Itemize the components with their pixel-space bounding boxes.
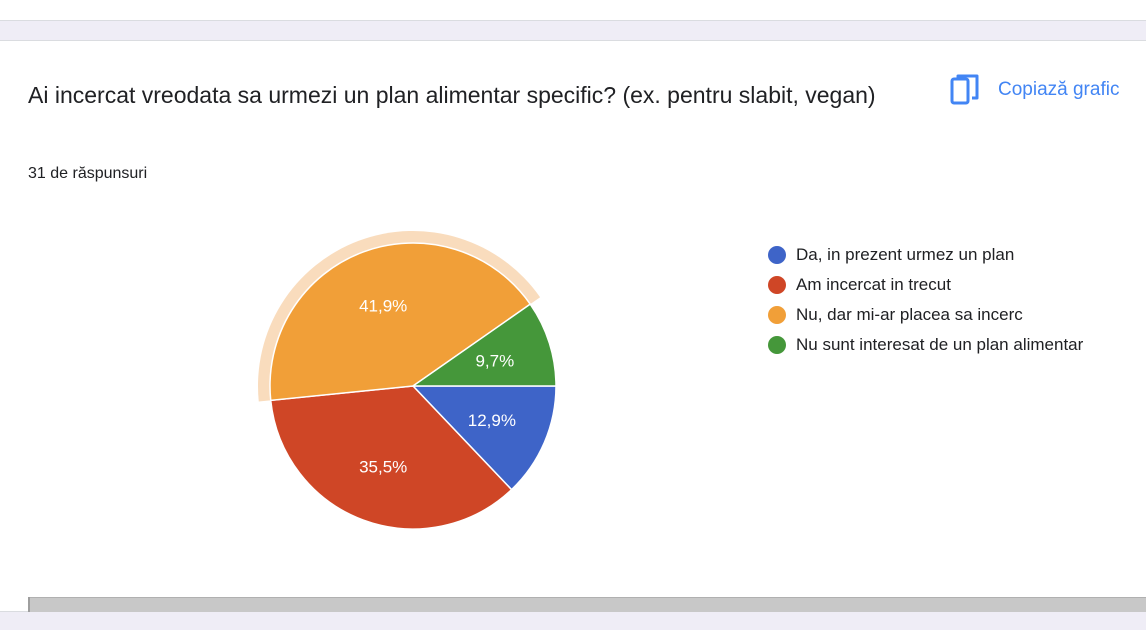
chart-legend: Da, in prezent urmez un plan Am incercat… — [768, 240, 1083, 360]
pie-slice[interactable] — [269, 242, 532, 402]
legend-label: Nu sunt interesat de un plan alimentar — [796, 335, 1084, 354]
legend-label: Da, in prezent urmez un plan — [796, 245, 1015, 264]
pie-slice[interactable] — [410, 303, 557, 387]
pie-slice-label: 41,9% — [359, 297, 407, 316]
legend-label: Nu, dar mi-ar placea sa incerc — [796, 305, 1023, 324]
pie-slice[interactable] — [411, 385, 557, 491]
legend-item[interactable]: Nu sunt interesat de un plan alimentar — [768, 330, 1083, 360]
question-title: Ai incercat vreodata sa urmezi un plan a… — [28, 82, 876, 108]
copy-chart-button[interactable]: Copiază grafic — [950, 74, 1119, 106]
legend-swatch — [768, 306, 786, 324]
pie-slice-label: 35,5% — [359, 457, 407, 476]
pie-slice-label: 12,9% — [468, 411, 516, 430]
legend-label: Am incercat in trecut — [796, 275, 951, 294]
legend-swatch — [768, 246, 786, 264]
legend-item[interactable]: Am incercat in trecut — [768, 270, 1083, 300]
copy-chart-label: Copiază grafic — [998, 79, 1120, 100]
pie-slice-label: 9,7% — [475, 351, 514, 370]
legend-swatch — [768, 276, 786, 294]
pie-slice[interactable] — [269, 385, 513, 530]
copy-icon — [950, 74, 979, 105]
legend-swatch — [768, 336, 786, 354]
previous-card-edge — [0, 0, 1146, 21]
legend-item[interactable]: Da, in prezent urmez un plan — [768, 240, 1083, 270]
pie-chart: 12,9% 35,5% 41,9% 9,7% — [258, 230, 557, 530]
horizontal-scrollbar[interactable] — [28, 597, 1146, 612]
next-card-edge — [0, 630, 1146, 634]
question-summary-card: Ai incercat vreodata sa urmezi un plan a… — [0, 40, 1146, 612]
scrollbar-edge — [28, 597, 30, 612]
response-count: 31 de răspunsuri — [28, 165, 148, 182]
legend-item[interactable]: Nu, dar mi-ar placea sa incerc — [768, 300, 1083, 330]
